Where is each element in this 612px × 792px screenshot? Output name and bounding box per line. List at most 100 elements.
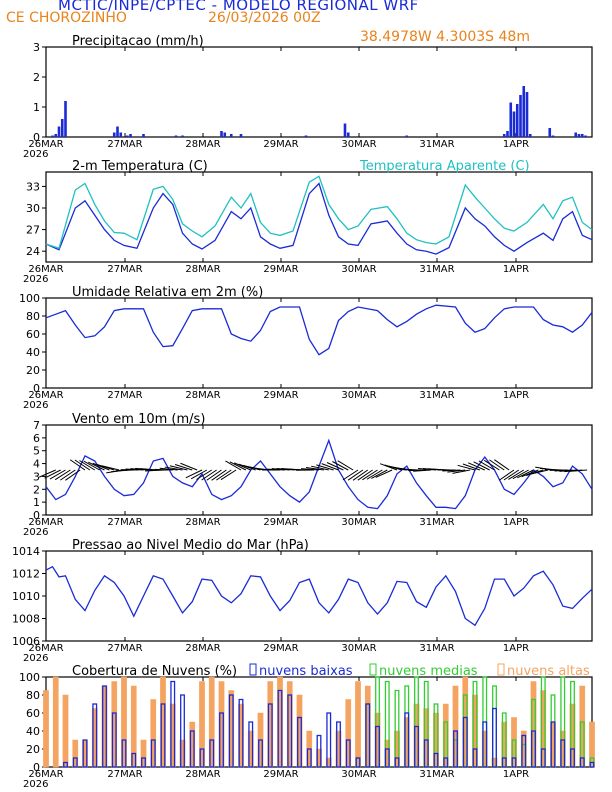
precip-bar bbox=[580, 134, 584, 137]
x-tick-label: 30MAR bbox=[341, 769, 376, 780]
cloud-bar-low bbox=[550, 721, 556, 768]
wind-barb bbox=[326, 462, 344, 471]
wind-barb bbox=[305, 466, 324, 471]
temp-line bbox=[45, 182, 593, 255]
x-tick-label: 27MAR bbox=[107, 769, 142, 780]
wind-barb bbox=[39, 469, 56, 478]
wind-barb bbox=[185, 469, 203, 479]
cloud-bar-low bbox=[579, 757, 585, 768]
y-tick-label: 40 bbox=[26, 346, 40, 359]
precip-bar bbox=[574, 132, 578, 137]
precip-bar bbox=[119, 132, 123, 137]
legend-swatch bbox=[249, 663, 257, 676]
cloud-bar-low bbox=[121, 739, 127, 768]
header-location: CE CHOROZINHO bbox=[6, 10, 127, 26]
wind-barb bbox=[512, 469, 529, 480]
panel-frame bbox=[45, 297, 593, 389]
wind-barb bbox=[371, 469, 388, 479]
cloud-bar-low bbox=[443, 757, 449, 768]
cloud-bar-low bbox=[384, 748, 390, 768]
precip-bar bbox=[343, 123, 347, 137]
cloud-bar-low bbox=[423, 739, 429, 768]
cloud-bar-low bbox=[228, 694, 234, 768]
precip-bar bbox=[502, 134, 506, 137]
x-tick-label: 27MAR bbox=[107, 264, 142, 275]
wind-barb bbox=[220, 469, 237, 481]
wind-barb bbox=[238, 463, 256, 471]
wind-barb bbox=[180, 462, 198, 471]
precip-bar bbox=[512, 111, 516, 137]
x-year-label: 2026 bbox=[23, 400, 48, 411]
wind-barb bbox=[347, 469, 364, 481]
precip-bar bbox=[506, 131, 509, 137]
header-coordinates: 38.4978W 4.3003S 48m bbox=[360, 29, 530, 45]
legend-swatch bbox=[369, 663, 377, 676]
wind-barb bbox=[457, 464, 476, 471]
wind-barb bbox=[468, 462, 485, 471]
x-tick-label: 29MAR bbox=[263, 643, 298, 654]
series-line bbox=[45, 438, 593, 510]
y-tick-label: 24 bbox=[26, 245, 40, 258]
precip-bar bbox=[346, 132, 350, 137]
x-tick-label: 27MAR bbox=[107, 643, 142, 654]
wind-barb bbox=[169, 465, 188, 471]
cloud-bar-low bbox=[453, 730, 458, 768]
y-tick-label: 2 bbox=[33, 71, 40, 84]
panel-frame bbox=[45, 424, 593, 516]
y-tick-label: 80 bbox=[26, 310, 40, 323]
x-tick-label: 28MAR bbox=[185, 643, 220, 654]
precip-bar bbox=[509, 102, 513, 137]
panel-title: Cobertura de Nuvens (%) bbox=[72, 664, 237, 679]
x-year-label: 2026 bbox=[23, 653, 48, 664]
cloud-bar-low bbox=[180, 694, 185, 768]
x-tick-label: 1APR bbox=[503, 139, 529, 150]
cloud-bar-low bbox=[355, 757, 361, 768]
y-tick-label: 20 bbox=[26, 743, 40, 756]
header-datetime: 26/03/2026 00Z bbox=[208, 10, 321, 26]
cloud-bar-low bbox=[560, 739, 566, 768]
x-tick-label: 1APR bbox=[503, 643, 529, 654]
precip-bar bbox=[174, 135, 178, 137]
wind-barb bbox=[462, 463, 481, 471]
cloud-bar-low bbox=[189, 730, 195, 768]
y-tick-label: 100 bbox=[19, 292, 40, 305]
panel-frame bbox=[45, 171, 593, 263]
precip-bar bbox=[515, 104, 519, 137]
x-year-label: 2026 bbox=[23, 274, 48, 285]
cloud-bar-low bbox=[131, 752, 137, 768]
precip-bar bbox=[54, 134, 58, 137]
series-line bbox=[45, 565, 593, 627]
cloud-bar-low bbox=[521, 734, 527, 768]
y-tick-label: 60 bbox=[26, 707, 40, 720]
series-line bbox=[45, 304, 593, 356]
x-year-label: 2026 bbox=[23, 779, 48, 790]
x-tick-label: 1APR bbox=[503, 390, 529, 401]
cloud-bar-low bbox=[297, 716, 302, 768]
wind-barb bbox=[379, 463, 398, 471]
y-tick-label: 1 bbox=[33, 496, 40, 509]
cloud-bar-low bbox=[589, 761, 595, 768]
x-tick-label: 30MAR bbox=[341, 139, 376, 150]
wind-barb bbox=[503, 469, 520, 481]
wind-barb bbox=[498, 469, 515, 481]
wind-barb bbox=[88, 461, 105, 471]
y-tick-label: 60 bbox=[26, 328, 40, 341]
wind-barb bbox=[311, 465, 329, 471]
precip-bar bbox=[223, 132, 227, 137]
wind-barb bbox=[174, 463, 193, 471]
wind-barb bbox=[569, 469, 588, 472]
cloud-bar-low bbox=[570, 748, 575, 768]
y-tick-label: 3 bbox=[33, 470, 40, 483]
wind-barb bbox=[206, 469, 222, 481]
x-tick-label: 26MAR bbox=[28, 769, 63, 780]
cloud-bar-low bbox=[141, 757, 146, 768]
wind-barb bbox=[234, 462, 251, 471]
y-tick-label: 7 bbox=[33, 419, 40, 432]
wind-barb bbox=[473, 461, 490, 471]
panel-title: Vento em 10m (m/s) bbox=[72, 412, 205, 427]
y-tick-label: 80 bbox=[26, 689, 40, 702]
wind-barb bbox=[337, 460, 354, 471]
wind-barb bbox=[494, 459, 510, 471]
x-tick-label: 29MAR bbox=[263, 264, 298, 275]
x-tick-label: 30MAR bbox=[341, 264, 376, 275]
